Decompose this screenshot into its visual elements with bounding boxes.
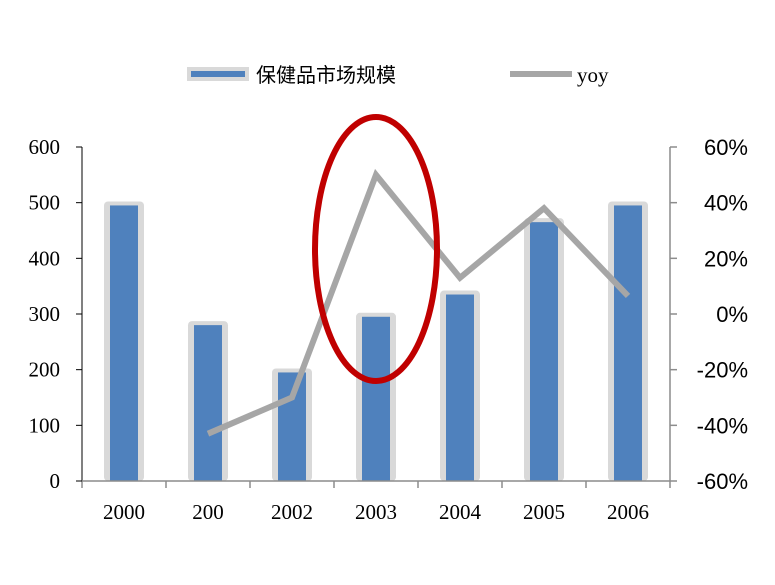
bar-fill	[362, 316, 390, 481]
bar-2005	[524, 218, 564, 481]
annotation-layer	[312, 114, 440, 384]
bar-fill	[614, 205, 642, 481]
legend-swatch-bar-inner	[191, 71, 245, 77]
y-right-tick-label: -60%	[697, 469, 748, 494]
yoy-line	[206, 168, 631, 437]
x-tick-label: 2000	[103, 500, 145, 524]
x-tick-label: 2006	[607, 500, 649, 524]
y-left-tick-label: 600	[29, 135, 61, 159]
legend-label-market-size: 保健品市场规模	[256, 63, 396, 87]
x-tick-label: 2003	[355, 500, 397, 524]
y-left-tick-label: 400	[29, 246, 61, 270]
x-tick-label: 2005	[523, 500, 565, 524]
yoy-line-layer	[206, 168, 631, 437]
bars	[104, 201, 648, 481]
y-left-tick-label: 200	[29, 358, 61, 382]
bar-2003	[356, 312, 396, 481]
bar-2002	[272, 368, 312, 481]
y-right-tick-label: 0%	[716, 302, 748, 327]
y-right-tick-label: -20%	[697, 358, 748, 383]
bar-fill	[530, 222, 558, 481]
bar-2004	[440, 290, 480, 481]
legend: 保健品市场规模 yoy	[187, 63, 609, 87]
y-right-tick-label: -40%	[697, 413, 748, 438]
y-right-tick-label: 20%	[704, 246, 748, 271]
bar-fill	[446, 294, 474, 481]
x-tick-label: 200	[192, 500, 224, 524]
y-left-tick-label: 500	[29, 191, 61, 215]
x-tick-label: 2004	[439, 500, 482, 524]
bar-fill	[278, 372, 306, 481]
y-right-tick-label: 40%	[704, 191, 748, 216]
y-left-tick-label: 0	[50, 469, 61, 493]
y-left-tick-label: 300	[29, 302, 61, 326]
bar-fill	[194, 325, 222, 481]
bar-2000	[104, 201, 144, 481]
y-right-tick-label: 60%	[704, 135, 748, 160]
bar-fill	[110, 205, 138, 481]
x-tick-label: 2002	[271, 500, 313, 524]
bar-200	[188, 321, 228, 481]
legend-label-yoy: yoy	[577, 63, 609, 87]
bar-2006	[608, 201, 648, 481]
y-left-tick-label: 100	[29, 413, 61, 437]
axes: 2000 200 2002 2003 2004 2005 2006 0 100 200 300 400…	[29, 135, 749, 524]
highlight-ellipse	[312, 114, 440, 384]
